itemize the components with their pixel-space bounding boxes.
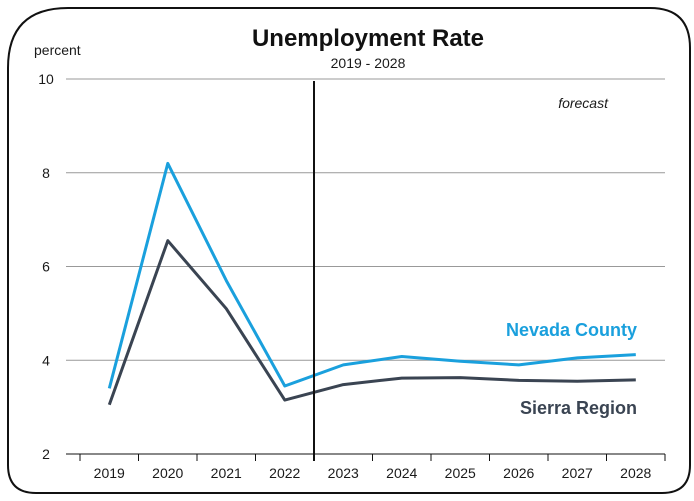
series-line-sierra-region [107, 239, 636, 406]
chart-title: Unemployment Rate [252, 25, 484, 52]
y-tick-label: 8 [42, 165, 50, 181]
x-tick-label: 2025 [445, 465, 476, 481]
forecast-annotation: forecast [558, 95, 609, 111]
series-label-nevada-county: Nevada County [506, 320, 637, 340]
series-lines [107, 161, 636, 406]
chart-frame [7, 7, 691, 494]
x-tick-label: 2021 [211, 465, 242, 481]
series-label-sierra-region: Sierra Region [520, 398, 637, 418]
y-tick-label: 4 [42, 352, 50, 368]
y-axis-tick-labels: 2 4 6 8 10 [38, 71, 54, 462]
x-tick-label: 2019 [94, 465, 125, 481]
y-tick-label: 10 [38, 71, 54, 87]
y-tick-label: 2 [42, 446, 50, 462]
x-tick-label: 2023 [328, 465, 359, 481]
x-axis-tick-labels: 2019 2020 2021 2022 2023 2024 2025 2026 2027 2028 [94, 465, 652, 481]
x-tick-label: 2022 [269, 465, 300, 481]
y-axis-unit-label: percent [34, 42, 81, 58]
x-tick-label: 2020 [152, 465, 183, 481]
x-axis [66, 453, 666, 461]
x-tick-label: 2026 [503, 465, 534, 481]
x-tick-label: 2028 [620, 465, 651, 481]
x-tick-label: 2027 [562, 465, 593, 481]
gridlines [66, 78, 665, 361]
y-tick-label: 6 [42, 259, 50, 275]
series-line-nevada-county [107, 161, 636, 389]
chart-subtitle: 2019 - 2028 [331, 55, 406, 71]
x-tick-label: 2024 [386, 465, 417, 481]
